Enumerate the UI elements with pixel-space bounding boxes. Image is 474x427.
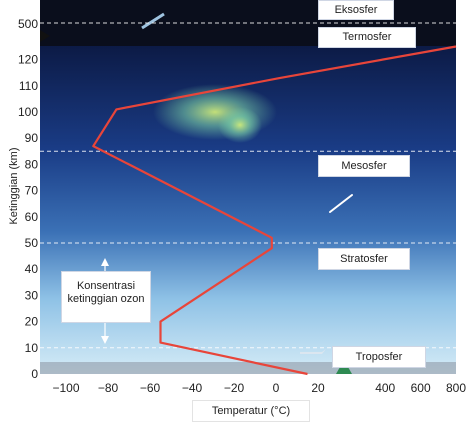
x-tick-label: −80 (98, 381, 119, 395)
y-tick-label: 30 (25, 288, 39, 302)
y-tick-label: 60 (25, 210, 39, 224)
y-tick-label: 40 (25, 262, 39, 276)
x-tick-label: 400 (375, 381, 395, 395)
layer-label-troposfer: Troposfer (332, 346, 426, 368)
x-tick-label: −100 (52, 381, 79, 395)
y-tick-label: 500 (18, 17, 38, 31)
x-axis-label: Temperatur (°C) (192, 400, 310, 422)
x-tick-label: 600 (411, 381, 431, 395)
y-tick-label: 120 (18, 53, 38, 67)
y-tick-label: 0 (31, 367, 38, 381)
airplane-icon (300, 349, 326, 354)
y-tick-label: 20 (25, 315, 39, 329)
layer-label-termosfer: Termosfer (318, 27, 416, 48)
y-tick-label: 110 (19, 79, 38, 93)
satellite-icon (141, 12, 165, 30)
ozone-label: Konsentrasi ketinggian ozon (61, 271, 151, 323)
layer-label-eksosfer: Eksosfer (318, 0, 394, 20)
y-axis-label: Ketinggian (km) (8, 147, 20, 225)
layer-label-mesosfer: Mesosfer (318, 155, 410, 177)
aurora (218, 107, 262, 143)
y-tick-label: 100 (18, 105, 38, 119)
x-tick-label: −60 (140, 381, 161, 395)
temperature-profile-line (92, 45, 457, 376)
x-tick-label: 0 (273, 381, 280, 395)
y-tick-label: 10 (25, 341, 39, 355)
y-tick-label: 90 (25, 131, 39, 145)
y-tick-label: 70 (25, 184, 39, 198)
axis-break-marker (40, 30, 50, 42)
x-tick-label: −40 (182, 381, 203, 395)
x-tick-label: −20 (224, 381, 245, 395)
layer-label-stratosfer: Stratosfer (318, 248, 410, 270)
x-tick-label: 20 (311, 381, 325, 395)
y-tick-label: 50 (25, 236, 39, 250)
meteor (329, 194, 353, 213)
x-tick-label: 800 (446, 381, 466, 395)
y-tick-label: 80 (25, 157, 39, 171)
